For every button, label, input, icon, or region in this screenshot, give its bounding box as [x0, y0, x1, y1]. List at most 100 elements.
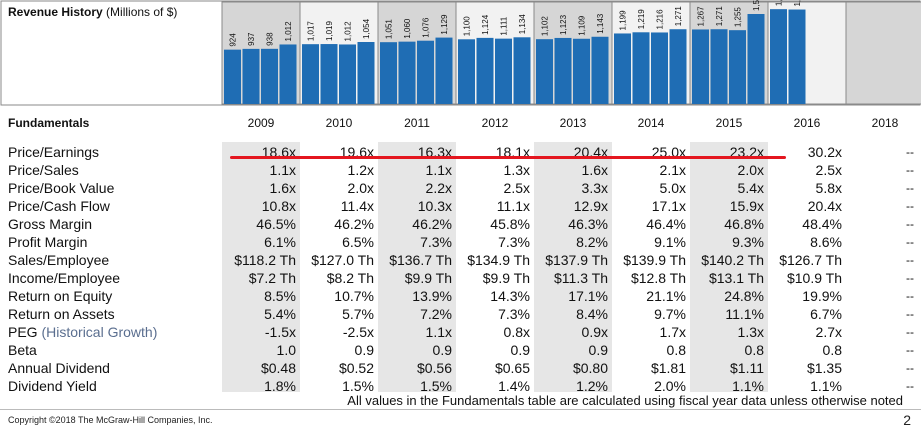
table-cell: $0.65	[494, 360, 530, 376]
revenue-bar-2015-q3	[729, 30, 746, 105]
table-cell: -2.5x	[342, 324, 374, 340]
row-label-text: Beta	[8, 342, 37, 358]
table-cell: 5.4%	[264, 306, 296, 322]
table-cell: 1.1x	[269, 162, 296, 178]
revenue-bar-2010-q1	[302, 44, 319, 104]
table-cell: 46.3%	[568, 216, 608, 232]
column-header-2014: 2014	[637, 116, 665, 130]
table-cell: 6.5%	[342, 234, 374, 250]
revenue-bar-label: 1,051	[385, 19, 394, 40]
table-cell: $127.0 Th	[311, 252, 374, 268]
table-cell: 1.5%	[420, 378, 452, 394]
table-cell: 1.1x	[425, 324, 452, 340]
table-cell: 13.9%	[412, 288, 452, 304]
table-cell: 9.7%	[654, 306, 686, 322]
revenue-bar-label: 1,199	[619, 10, 628, 31]
revenue-bar-2013-q4	[591, 36, 609, 104]
table-cell: 5.4x	[737, 180, 764, 196]
table-cell: 1.1x	[425, 162, 452, 178]
table-cell: 8.6%	[810, 234, 842, 250]
revenue-bar-2012-q3	[495, 38, 512, 104]
revenue-bar-label: 1,255	[734, 7, 743, 28]
shaded-column-2009	[222, 142, 300, 392]
revenue-bar-label: 1,109	[578, 15, 587, 36]
table-cell: $0.48	[260, 360, 296, 376]
price-earnings-highlight-line	[230, 156, 786, 159]
revenue-bar-2012-q1	[458, 39, 475, 105]
table-cell: 0.8x	[503, 324, 530, 340]
table-cell: 2.0x	[737, 162, 764, 178]
table-cell: 2.5x	[503, 180, 530, 196]
table-cell: 11.1x	[496, 198, 530, 214]
row-label-text: Price/Sales	[8, 162, 79, 178]
table-cell: 0.9	[354, 342, 374, 358]
revenue-bar-2014-q4	[669, 29, 687, 105]
table-cell: 1.1%	[810, 378, 842, 394]
revenue-bar-2013-q2	[554, 37, 572, 104]
table-cell: 0.9x	[581, 324, 608, 340]
table-cell: $12.8 Th	[630, 270, 686, 286]
table-cell: --	[906, 181, 914, 195]
table-cell: --	[906, 199, 914, 213]
row-label: Price/Earnings	[8, 143, 99, 161]
table-cell: 0.9	[588, 342, 608, 358]
revenue-bar-2014-q2	[632, 32, 650, 105]
table-cell: $1.81	[650, 360, 686, 376]
revenue-bar-2015-q2	[710, 29, 728, 105]
table-cell: --	[906, 217, 914, 231]
row-label: Profit Margin	[8, 233, 87, 251]
revenue-bar-2016-q2	[788, 9, 806, 104]
revenue-bar-label: 938	[266, 32, 275, 46]
revenue-bar-2010-q3	[339, 44, 356, 104]
revenue-bar-2010-q4	[357, 42, 375, 104]
shaded-column-2013	[534, 142, 612, 392]
table-cell: 7.2%	[420, 306, 452, 322]
revenue-subtitle: (Millions of $)	[106, 5, 178, 19]
table-cell: 0.8	[666, 342, 686, 358]
revenue-bar-label: 1,124	[481, 14, 490, 35]
table-cell: --	[906, 163, 914, 177]
table-cell: 3.3x	[581, 180, 608, 196]
revenue-bar-2009-q2	[242, 48, 260, 104]
table-cell: 10.3x	[417, 198, 452, 214]
table-cell: 11.4x	[340, 198, 374, 214]
column-header-2011: 2011	[404, 116, 430, 130]
revenue-bar-label: 1,019	[325, 20, 334, 41]
table-cell: 19.9%	[802, 288, 842, 304]
table-cell: $0.80	[572, 360, 608, 376]
table-cell: 1.6x	[581, 162, 608, 178]
table-cell: 6.1%	[264, 234, 296, 250]
table-cell: 2.2x	[425, 180, 452, 196]
row-label: PEG (Historical Growth)	[8, 323, 157, 341]
table-cell: --	[906, 325, 914, 339]
revenue-bar-label: 1,017	[307, 21, 316, 42]
table-cell: 48.4%	[802, 216, 842, 232]
table-cell: 1.2%	[576, 378, 608, 394]
table-cell: $11.3 Th	[554, 270, 608, 286]
table-cell: 1.3x	[737, 324, 764, 340]
table-cell: 6.7%	[810, 306, 842, 322]
revenue-bar-2015-q1	[692, 29, 709, 104]
revenue-bar-label: 1,012	[344, 21, 353, 42]
revenue-bar-2009-q4	[279, 44, 297, 104]
table-cell: 1.0	[276, 342, 296, 358]
column-header-2009: 2009	[247, 116, 275, 130]
row-label-text: Sales/Employee	[8, 252, 110, 268]
table-cell: 7.3%	[498, 306, 530, 322]
table-cell: 2.7x	[815, 324, 842, 340]
revenue-history-chart: 924 937 938 1,012 1,017 1,019 1,012 1,054 1,051 1…	[0, 0, 921, 106]
table-cell: 8.2%	[576, 234, 608, 250]
table-cell: $126.7 Th	[779, 252, 842, 268]
table-cell: 14.3%	[490, 288, 530, 304]
table-cell: 0.8	[822, 342, 842, 358]
revenue-bar-label: 1,076	[422, 17, 431, 38]
table-cell: 1.4%	[498, 378, 530, 394]
table-cell: $1.11	[730, 360, 764, 376]
table-cell: $137.9 Th	[545, 252, 608, 268]
revenue-bar-2011-q4	[435, 37, 453, 104]
revenue-bar-label: 1,111	[500, 16, 509, 35]
table-cell: 9.3%	[732, 234, 764, 250]
revenue-bar-2016-q1	[770, 9, 787, 105]
table-cell: 12.9x	[573, 198, 608, 214]
revenue-bar-2011-q3	[417, 40, 434, 104]
